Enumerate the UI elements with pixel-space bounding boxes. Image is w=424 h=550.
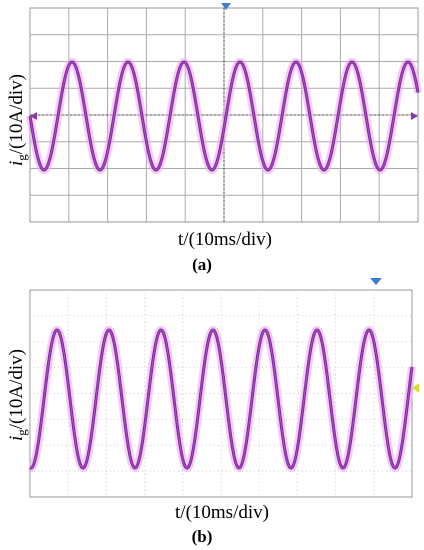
caption: (a) xyxy=(192,255,212,274)
y-axis-label: ig/(10A/div) xyxy=(6,74,29,166)
trigger-marker xyxy=(221,3,231,10)
level-marker xyxy=(30,112,37,120)
y-rest: /(10A/div) xyxy=(6,349,27,429)
y-subscript: g xyxy=(14,429,29,436)
y-symbol: i xyxy=(6,161,27,166)
y-axis-label: ig/(10A/div) xyxy=(6,349,29,441)
trigger-marker xyxy=(370,278,382,285)
caption: (b) xyxy=(192,527,213,546)
panel-a xyxy=(26,3,422,223)
y-subscript: g xyxy=(14,154,29,161)
level-marker xyxy=(412,383,419,393)
panel-b xyxy=(27,278,419,498)
x-axis-label: t/(10ms/div) xyxy=(178,229,272,250)
waveform-core xyxy=(29,329,413,469)
level-marker xyxy=(411,112,418,120)
y-rest: /(10A/div) xyxy=(6,74,27,154)
y-symbol: i xyxy=(6,436,27,441)
x-axis-label: t/(10ms/div) xyxy=(175,502,269,523)
waveform-core xyxy=(29,61,419,171)
